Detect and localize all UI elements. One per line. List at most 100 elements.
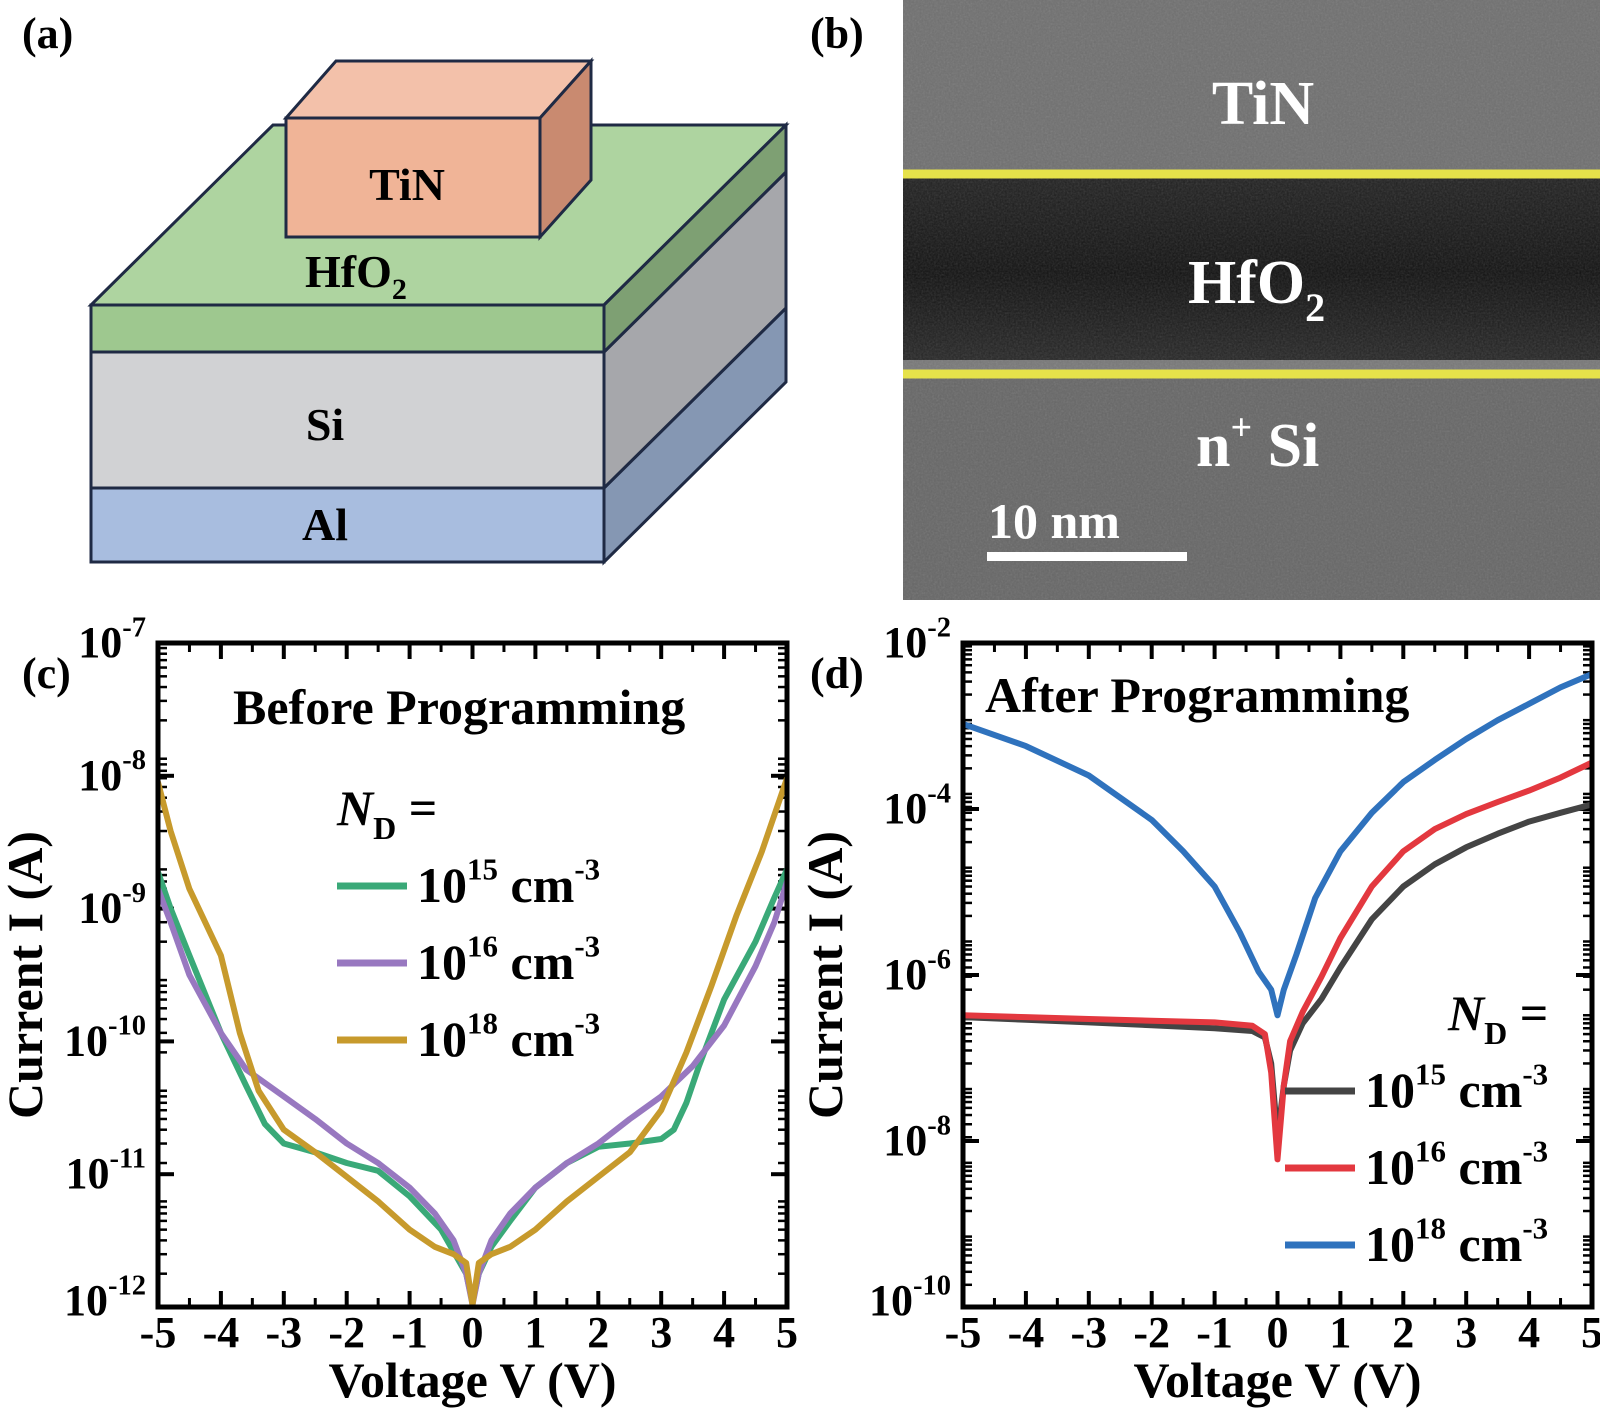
y-tick-label: 10-11 [66, 1144, 146, 1199]
legend-entry-15-base: 10 [417, 857, 467, 913]
legend-entry-15-unit: cm [498, 857, 574, 913]
legend-entry-16-unit-exp: -3 [574, 929, 600, 964]
x-tick-label: 5 [1581, 1308, 1600, 1357]
x-tick-label: 0 [462, 1308, 484, 1357]
legend-entry-16-exp: 16 [1415, 1134, 1446, 1169]
x-tick-label: 4 [1518, 1308, 1540, 1357]
y-tick-label-exp: -8 [927, 1110, 951, 1141]
legend-entry-15-exp: 15 [467, 852, 498, 887]
y-tick-label-base: 10 [869, 1276, 913, 1325]
x-tick-label: 1 [1329, 1308, 1351, 1357]
legend-entry-15: 1015 cm-3 [1365, 1057, 1548, 1119]
y-tick-label: 10-12 [64, 1270, 146, 1325]
y-axis-label: Current I (A) [797, 831, 853, 1119]
y-tick-label-base: 10 [883, 784, 927, 833]
x-tick-label: 5 [776, 1308, 798, 1357]
x-tick-label: -5 [140, 1308, 177, 1357]
panel-b: (b) TiN HfO2 n+ Si 10 nm [810, 0, 1600, 600]
y-tick-label: 10-9 [78, 878, 146, 933]
panel-a: (a) TiN HfO2 Si Al [22, 9, 790, 566]
x-tick-label: -2 [328, 1308, 365, 1357]
y-tick-label-exp: -9 [122, 878, 146, 909]
x-tick-label: 1 [524, 1308, 546, 1357]
al-front [89, 486, 606, 564]
legend-title-sub: D [1484, 1015, 1507, 1051]
hfo2-label: HfO2 [305, 246, 407, 306]
x-tick-label: 3 [1455, 1308, 1477, 1357]
y-tick-label-exp: -7 [122, 612, 146, 643]
legend-entry-15-unit-exp: -3 [574, 852, 600, 887]
x-tick-label: 3 [650, 1308, 672, 1357]
tin-top [282, 59, 595, 120]
tem-hfo2-label-base: HfO [1188, 249, 1305, 317]
legend-entry-15-unit: cm [1446, 1062, 1522, 1118]
tem-si-label-rest: Si [1252, 412, 1319, 480]
tem-si-label-base: n [1196, 412, 1230, 480]
y-tick-label: 10-2 [883, 612, 951, 667]
legend-entry-18-exp: 18 [1415, 1211, 1446, 1246]
panel-c: (c)-5 -4 -3 -2 -1 0 1 2 3 4 510-1210-1110-1010-910… [0, 612, 798, 1408]
legend-title-base: N [1447, 985, 1486, 1041]
y-tick-label-exp: -4 [927, 778, 951, 809]
tem-si-label-sup: + [1230, 407, 1252, 449]
panel-a-label: (a) [22, 9, 73, 58]
si-front [89, 350, 606, 490]
tem-texture [903, 0, 1600, 600]
y-tick-label-base: 10 [66, 1149, 110, 1198]
panelC-label: (c) [22, 649, 71, 698]
plot-frame [155, 640, 790, 1310]
chart-title: After Programming [985, 667, 1409, 723]
legend-entry-15-exp: 15 [1415, 1057, 1446, 1092]
legend-entry-18-base: 10 [417, 1011, 467, 1067]
x-tick-label: 0 [1267, 1308, 1289, 1357]
y-tick-label-exp: -2 [927, 612, 951, 643]
legend-entry-15-base: 10 [1365, 1062, 1415, 1118]
legend-title: ND = [1447, 985, 1548, 1051]
y-tick-label-exp: -10 [913, 1270, 951, 1301]
x-tick-label: -5 [945, 1308, 982, 1357]
y-tick-label: 10-7 [78, 612, 146, 667]
legend-entry-16-base: 10 [1365, 1139, 1415, 1195]
hfo2-label-sub: 2 [392, 273, 407, 306]
chart-title: Before Programming [233, 679, 685, 735]
y-tick-label-base: 10 [78, 618, 122, 667]
legend-entry-18-unit: cm [1446, 1216, 1522, 1272]
y-tick-label-base: 10 [78, 884, 122, 933]
legend-title: ND = [336, 780, 437, 846]
legend-entry-18-unit-exp: -3 [574, 1006, 600, 1041]
legend-entry-15: 1015 cm-3 [417, 852, 600, 914]
scale-bar-label: 10 nm [988, 493, 1120, 549]
y-tick-label-exp: -6 [927, 944, 951, 975]
al-label: Al [302, 499, 348, 550]
x-tick-label: -1 [391, 1308, 428, 1357]
x-tick-label: -3 [265, 1308, 302, 1357]
y-tick-label-exp: -10 [108, 1011, 146, 1042]
y-tick-label: 10-4 [883, 778, 951, 833]
y-tick-label-base: 10 [883, 1116, 927, 1165]
x-tick-label: -2 [1133, 1308, 1170, 1357]
legend-title-rest: = [1507, 985, 1548, 1041]
tem-hfo2-label: HfO2 [1188, 249, 1325, 330]
y-tick-label-exp: -8 [122, 745, 146, 776]
tem-hfo2-label-sub: 2 [1305, 285, 1325, 330]
y-tick-label: 10-6 [883, 944, 951, 999]
y-tick-label-exp: -12 [108, 1270, 146, 1301]
x-tick-label: -3 [1070, 1308, 1107, 1357]
legend-entry-16: 1016 cm-3 [417, 929, 600, 991]
y-tick-label: 10-8 [78, 745, 146, 800]
y-tick-label: 10-10 [869, 1270, 951, 1325]
x-tick-label: 2 [1392, 1308, 1414, 1357]
legend-title-sub: D [373, 810, 396, 846]
tem-si-label: n+ Si [1196, 407, 1319, 480]
hfo2-label-base: HfO [305, 246, 392, 297]
series-group [963, 671, 1592, 1163]
legend-entry-16: 1016 cm-3 [1365, 1134, 1548, 1196]
y-tick-label-base: 10 [64, 1276, 108, 1325]
panel-b-label: (b) [810, 9, 864, 58]
x-tick-label: 4 [713, 1308, 735, 1357]
x-tick-label: -1 [1196, 1308, 1233, 1357]
x-tick-label: -4 [1008, 1308, 1045, 1357]
series-line-16 [963, 759, 1592, 1163]
legend-entry-18: 1018 cm-3 [1365, 1211, 1548, 1273]
